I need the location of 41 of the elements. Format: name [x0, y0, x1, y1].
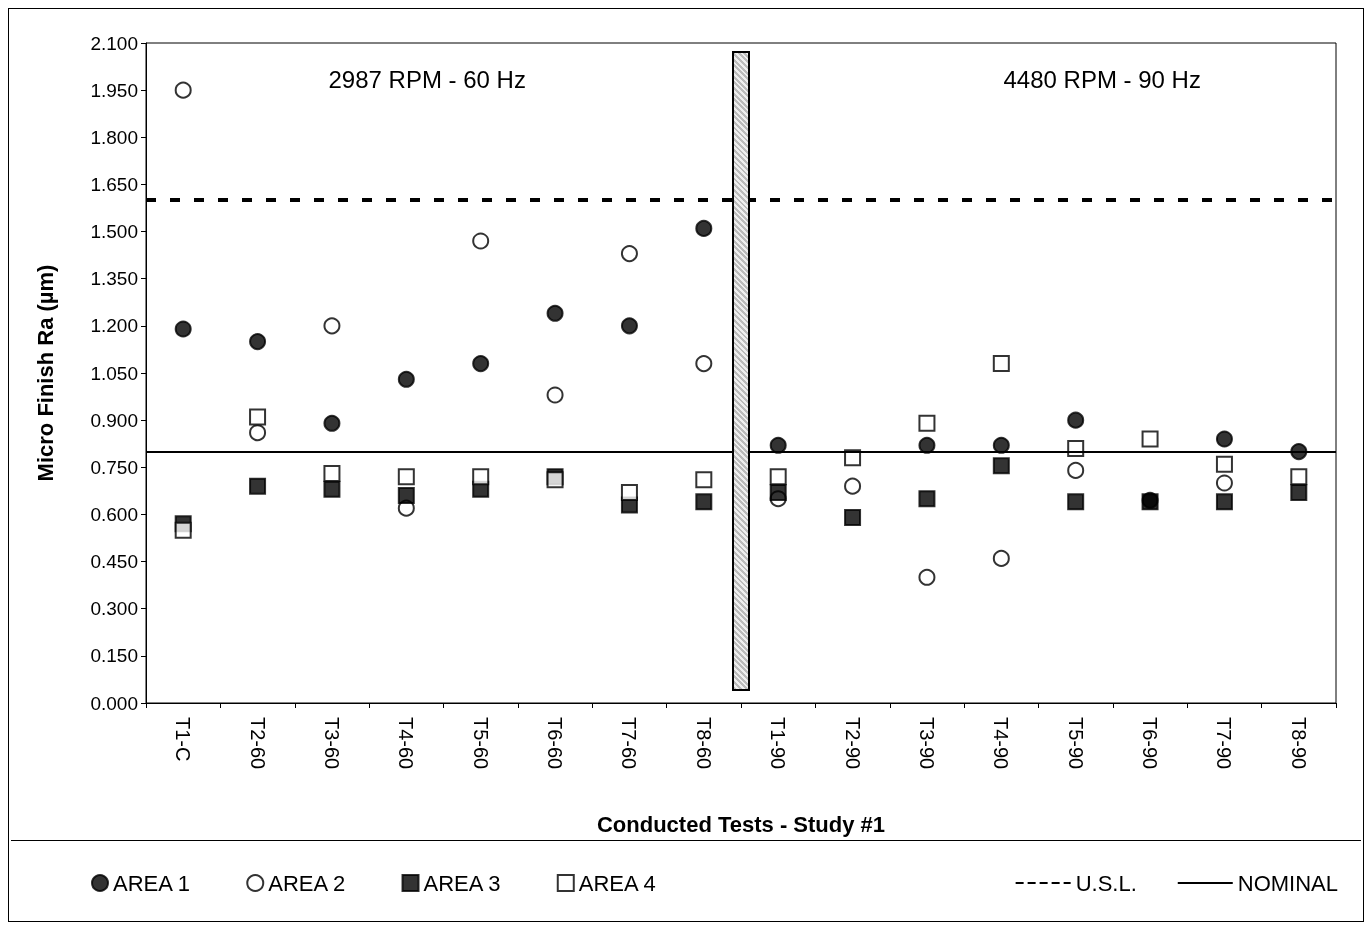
- y-tick-label: 1.500: [90, 221, 138, 243]
- y-tick-label: 1.200: [90, 315, 138, 337]
- y-tick-label: 0.750: [90, 456, 138, 478]
- x-tick-label: T7-60: [618, 717, 641, 770]
- legend-label: AREA 4: [578, 870, 656, 896]
- x-tick-label: T2-60: [246, 717, 269, 770]
- legend-label: AREA 3: [423, 870, 501, 896]
- x-tick-label: T3-90: [915, 717, 938, 770]
- y-tick-label: 1.650: [90, 173, 138, 195]
- y-tick-label: 0.000: [90, 692, 138, 714]
- y-tick-label: 2.100: [90, 32, 138, 54]
- x-tick-label: T1-90: [767, 717, 790, 770]
- y-tick-label: 1.950: [90, 79, 138, 101]
- x-tick-label: T7-90: [1213, 717, 1236, 770]
- y-tick-label: 0.600: [90, 503, 138, 525]
- x-tick-label: T2-90: [841, 717, 864, 770]
- x-tick-label: T3-60: [320, 717, 343, 770]
- legend-label: AREA 2: [268, 870, 346, 896]
- legend-label: U.S.L.: [1075, 870, 1137, 896]
- y-tick-label: 0.450: [90, 551, 138, 573]
- y-tick-label: 1.800: [90, 126, 138, 148]
- x-tick-label: T8-60: [692, 717, 715, 770]
- y-tick-label: 0.150: [90, 645, 138, 667]
- x-tick-label: T5-90: [1064, 717, 1087, 770]
- y-tick-label: 0.300: [90, 598, 138, 620]
- y-axis-title: Micro Finish Ra (µm): [32, 264, 58, 482]
- annotation: 4480 RPM - 90 Hz: [1003, 65, 1201, 93]
- x-tick-label: T1-C: [172, 717, 195, 762]
- x-tick-label: T8-90: [1287, 717, 1310, 770]
- x-tick-label: T4-90: [990, 717, 1013, 770]
- y-tick-label: 1.350: [90, 268, 138, 290]
- annotation: 2987 RPM - 60 Hz: [328, 65, 526, 93]
- y-tick-label: 0.900: [90, 409, 138, 431]
- x-tick-label: T6-90: [1139, 717, 1162, 770]
- y-tick-label: 1.050: [90, 362, 138, 384]
- x-tick-label: T4-60: [395, 717, 418, 770]
- legend-label: NOMINAL: [1237, 870, 1339, 896]
- x-axis-title: Conducted Tests - Study #1: [596, 811, 886, 837]
- x-tick-label: T5-60: [469, 717, 492, 770]
- x-tick-label: T6-60: [544, 717, 567, 770]
- legend-label: AREA 1: [113, 870, 191, 896]
